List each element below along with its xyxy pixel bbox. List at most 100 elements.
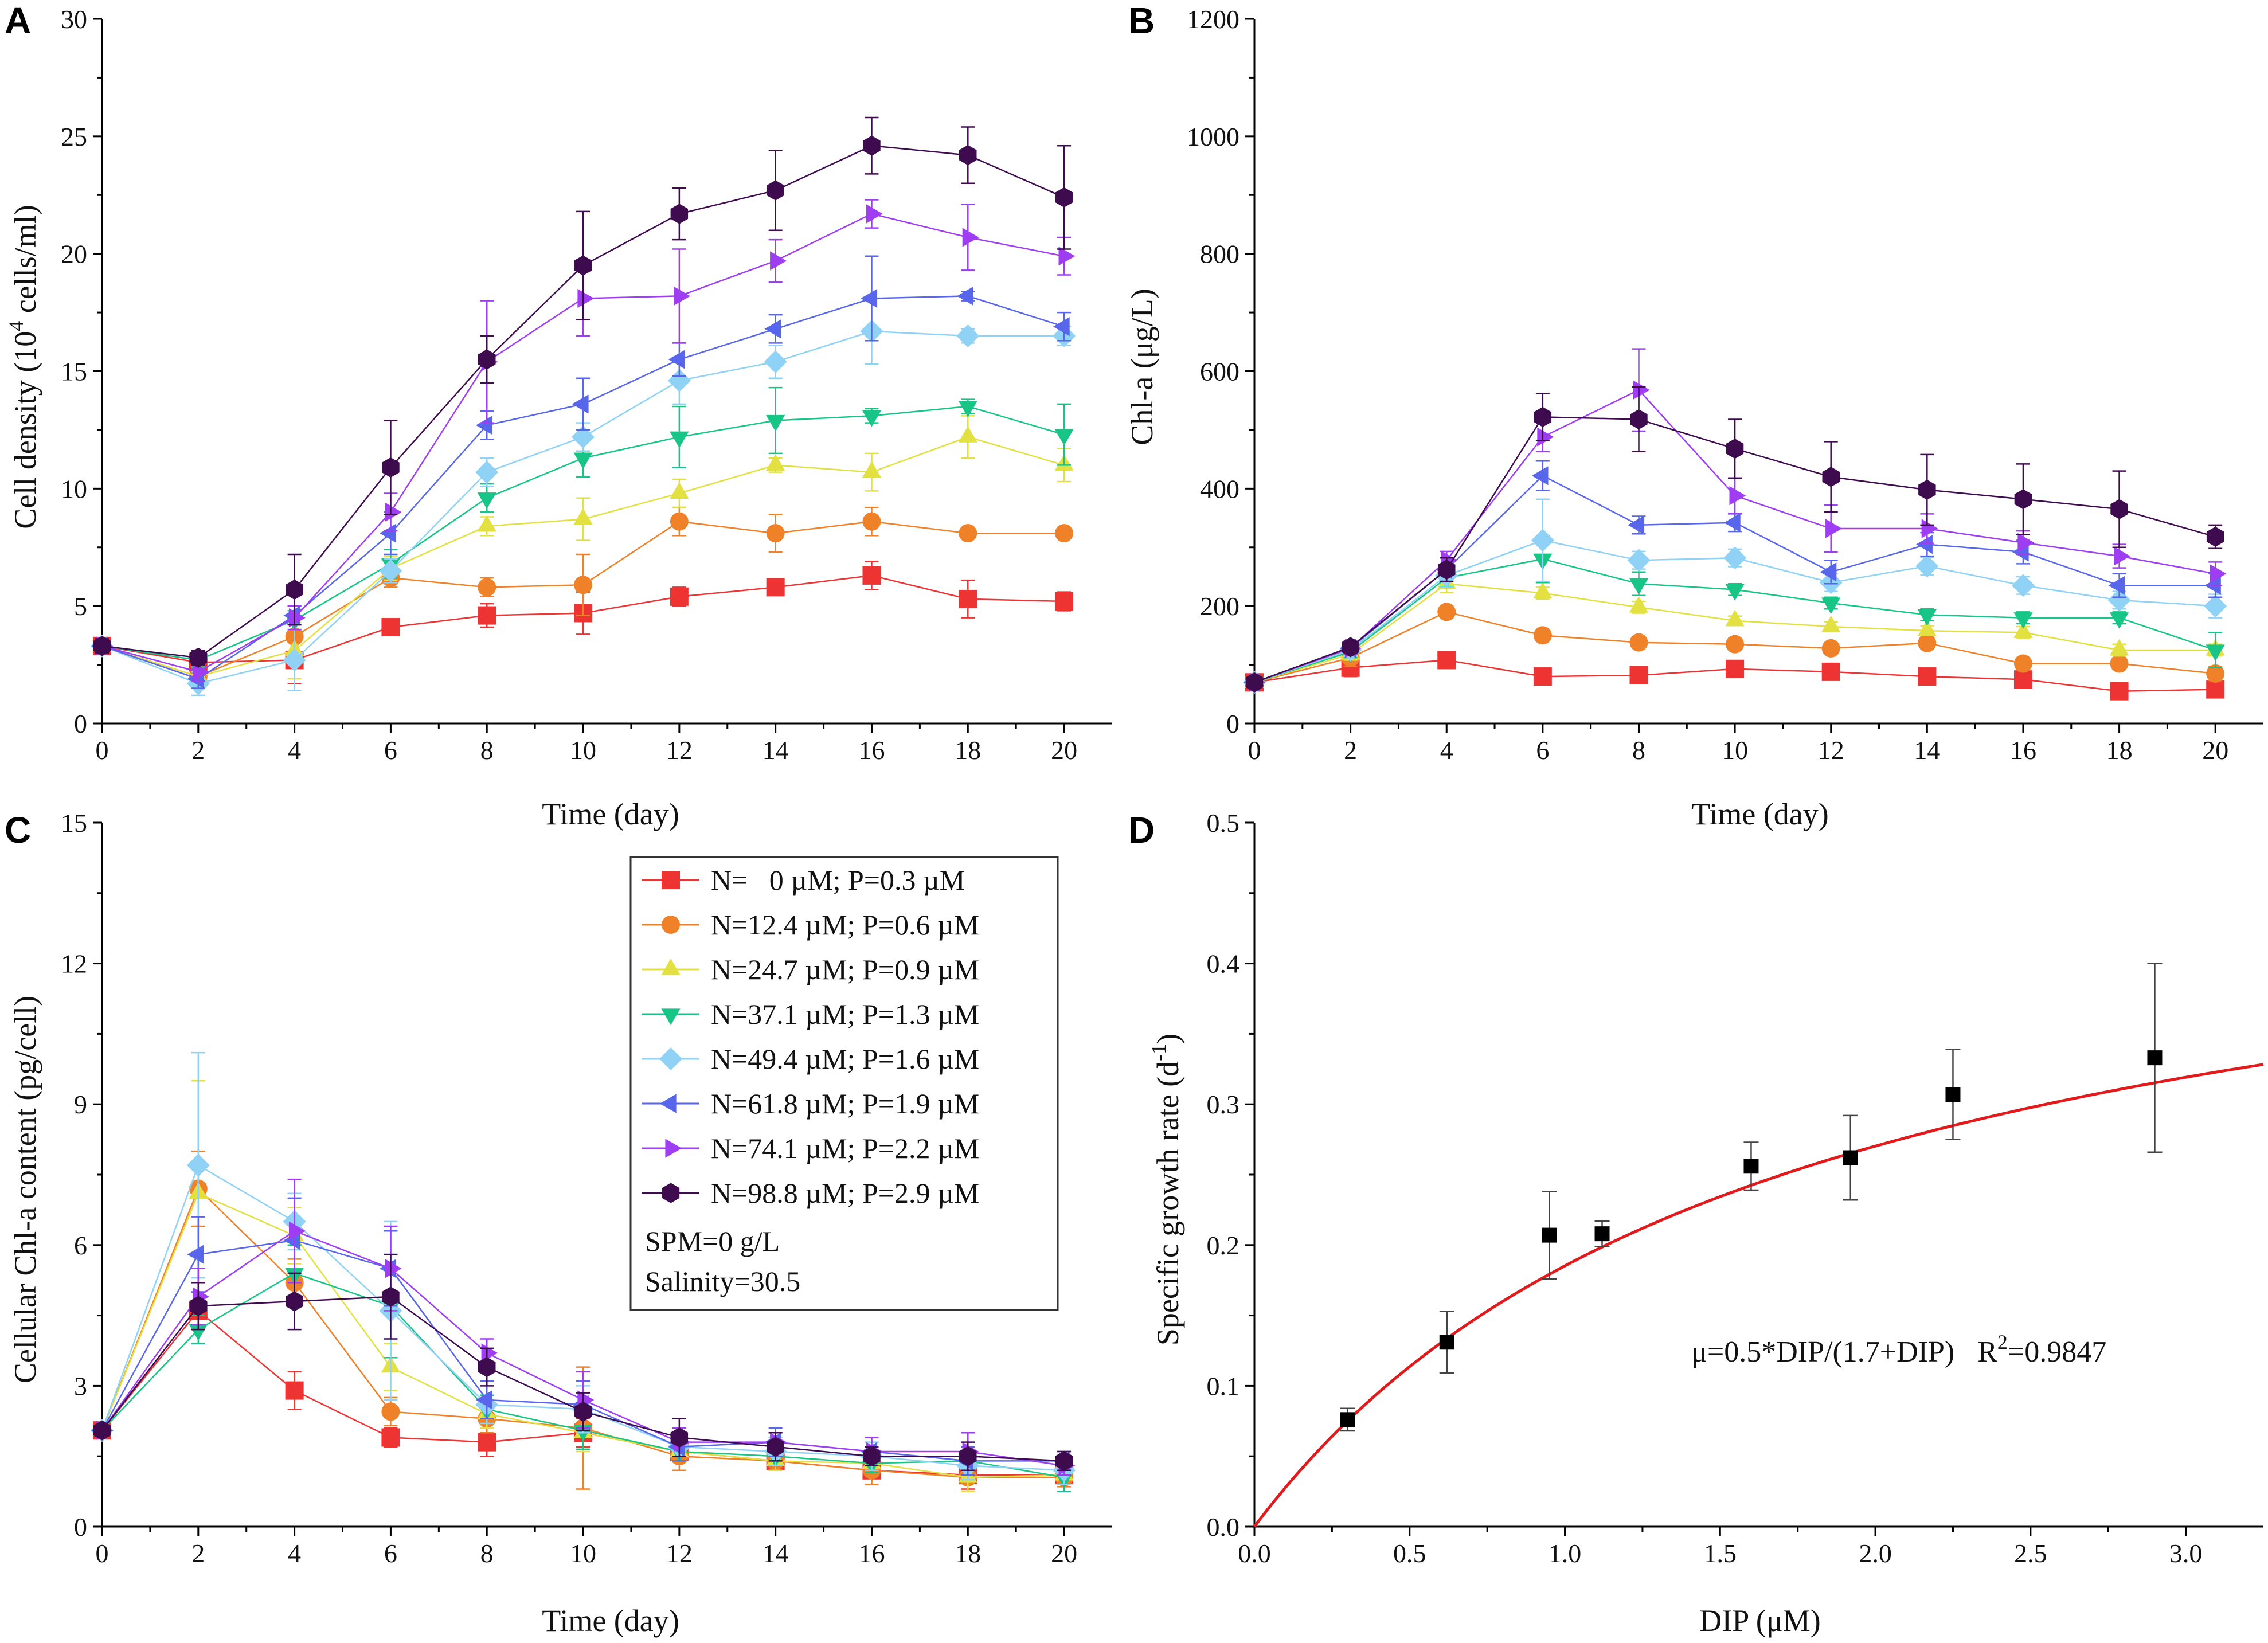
panel-b-data-point — [1917, 609, 1937, 626]
panel-c-x-tick-label: 18 — [955, 1539, 981, 1568]
panel-c-x-tick-label: 8 — [480, 1539, 494, 1568]
panel-c-y-tick-label: 0 — [74, 1512, 87, 1542]
panel-b-letter: B — [1128, 0, 1155, 41]
panel-d-x-tick-label: 2.0 — [1859, 1539, 1892, 1568]
panel-d-ylabel-tail: ) — [1151, 1034, 1185, 1044]
panel-a-data-point — [477, 492, 496, 509]
panel-d-x-tick-label: 3.0 — [2169, 1539, 2203, 1568]
panel-d-data-point — [1743, 1159, 1759, 1174]
panel-a-data-point — [1054, 429, 1074, 446]
panel-c-data-point — [574, 1401, 592, 1422]
panel-b-y-tick-label: 600 — [1200, 357, 1239, 386]
panel-b-data-point — [1726, 635, 1745, 654]
panel-b-x-tick-label: 0 — [1248, 736, 1261, 765]
panel-a-y-axis-label: Cell density (104 cells/ml) — [5, 205, 42, 529]
panel-a-y-tick-label: 10 — [61, 474, 87, 503]
panel-c-series-8 — [93, 1253, 1073, 1472]
panel-a-x-tick-label: 12 — [666, 736, 693, 765]
panel-a-data-point — [189, 647, 208, 668]
panel-a-data-point — [1055, 524, 1074, 543]
panel-c-data-point — [381, 1428, 400, 1447]
panel-b-data-point — [1729, 486, 1746, 506]
panel-a-data-point — [862, 566, 881, 585]
legend-marker — [661, 1008, 681, 1026]
panel-a-x-tick-label: 10 — [570, 736, 596, 765]
panel-b-data-point — [2210, 564, 2227, 584]
panel-d-data-point — [1843, 1150, 1858, 1165]
panel-d-data-point — [1945, 1087, 1961, 1102]
panel-b-data-point — [1820, 562, 1837, 582]
panel-b-data-point — [2108, 576, 2125, 595]
panel-b-data-point — [1629, 666, 1648, 685]
panel-b-data-point — [2013, 621, 2033, 638]
panel-b-data-point — [2110, 682, 2129, 701]
panel-b-data-point — [2017, 533, 2035, 553]
panel-c-data-point — [863, 1446, 881, 1466]
panel-a-data-point — [958, 401, 977, 418]
panel-a-data-point — [670, 204, 689, 224]
panel-b-chl-a: B Chl-a (μg/L) Time (day) — [1125, 0, 1829, 831]
panel-c-data-point — [382, 1286, 400, 1307]
panel-a-data-point — [862, 461, 882, 478]
panel-a-data-point — [573, 452, 593, 470]
panel-b-data-point — [2204, 594, 2227, 618]
panel-c-letter: C — [5, 809, 31, 851]
panel-a-data-point — [674, 286, 691, 306]
panel-d-x-tick-label: 1.5 — [1704, 1539, 1737, 1568]
panel-c-data-point — [1055, 1450, 1073, 1471]
legend-label: N=98.8 µM; P=2.9 µM — [711, 1177, 979, 1209]
panel-b-y-tick-label: 1000 — [1187, 122, 1239, 151]
panel-a-x-axis-label: Time (day) — [542, 797, 679, 831]
panel-d-data-point — [2147, 1050, 2163, 1066]
panel-a-data-point — [380, 523, 396, 543]
panel-a-data-point — [667, 369, 691, 392]
panel-a-data-point — [962, 228, 979, 247]
panel-a-data-point — [862, 512, 881, 531]
panel-c-axes: 0 2 4 6 8 10 12 14 16 18 20 0 3 6 9 12 15 — [61, 808, 1112, 1568]
panel-a-data-point — [477, 515, 496, 532]
panel-a-data-point — [476, 416, 492, 435]
panel-a-series — [91, 116, 1076, 697]
panel-a-data-point — [572, 394, 589, 414]
panel-c-y-tick-label: 3 — [74, 1371, 87, 1401]
panel-c-x-tick-label: 4 — [288, 1539, 301, 1568]
panel-b-data-point — [1918, 667, 1937, 686]
panel-b-data-point — [2107, 588, 2131, 612]
panel-d-y-tick-label: 0.2 — [1207, 1231, 1240, 1260]
panel-a-data-point — [766, 578, 785, 597]
panel-c-x-tick-label: 20 — [1051, 1539, 1077, 1568]
panel-a-data-point — [381, 618, 400, 637]
panel-b-y-tick-label: 0 — [1226, 709, 1239, 738]
panel-c-y-tick-label: 6 — [74, 1231, 87, 1260]
panel-c-data-point — [478, 1433, 496, 1452]
panel-b-data-point — [1725, 609, 1745, 627]
panel-d-growth-rate: D Specific growth rate (d-1) DIP (μM) μ=… — [1128, 809, 2106, 1638]
svg-text:Specific growth rate (d-1): Specific growth rate (d-1) — [1147, 1034, 1185, 1345]
panel-b-data-point — [1918, 633, 1937, 652]
panel-d-y-tick-label: 0.4 — [1207, 949, 1240, 979]
panel-b-ylabel-main: Chl-a (μg/L) — [1125, 288, 1159, 445]
panel-d-ylabel-sup: -1 — [1147, 1044, 1170, 1061]
panel-b-data-point — [1438, 560, 1456, 580]
panel-a-data-point — [959, 145, 977, 166]
panel-a-data-point — [577, 288, 595, 308]
legend-entry: N= 0 µM; P=0.3 µM — [642, 864, 965, 896]
legend-marker — [662, 871, 680, 889]
panel-a-cell-density: A Cell density (104 cells/ml) Time (day) — [5, 0, 679, 831]
panel-b-x-tick-label: 2 — [1344, 736, 1357, 765]
panel-c-data-point — [289, 1221, 306, 1241]
panel-a-y-tick-label: 15 — [61, 357, 87, 386]
panel-d-x-axis-label: DIP (μM) — [1699, 1603, 1820, 1638]
panel-a-data-point — [958, 426, 977, 443]
panel-b-data-point — [1533, 667, 1552, 686]
panel-a-data-point — [286, 579, 303, 600]
panel-b-data-point — [1437, 651, 1456, 670]
legend-marker — [662, 1183, 680, 1203]
panel-a-data-point — [1058, 247, 1076, 266]
panel-b-y-axis-label: Chl-a (μg/L) — [1125, 288, 1159, 445]
panel-a-data-point — [573, 508, 593, 525]
legend-entry: N=98.8 µM; P=2.9 µM — [642, 1177, 979, 1209]
fit-r2-sup: 2 — [1997, 1331, 2008, 1353]
